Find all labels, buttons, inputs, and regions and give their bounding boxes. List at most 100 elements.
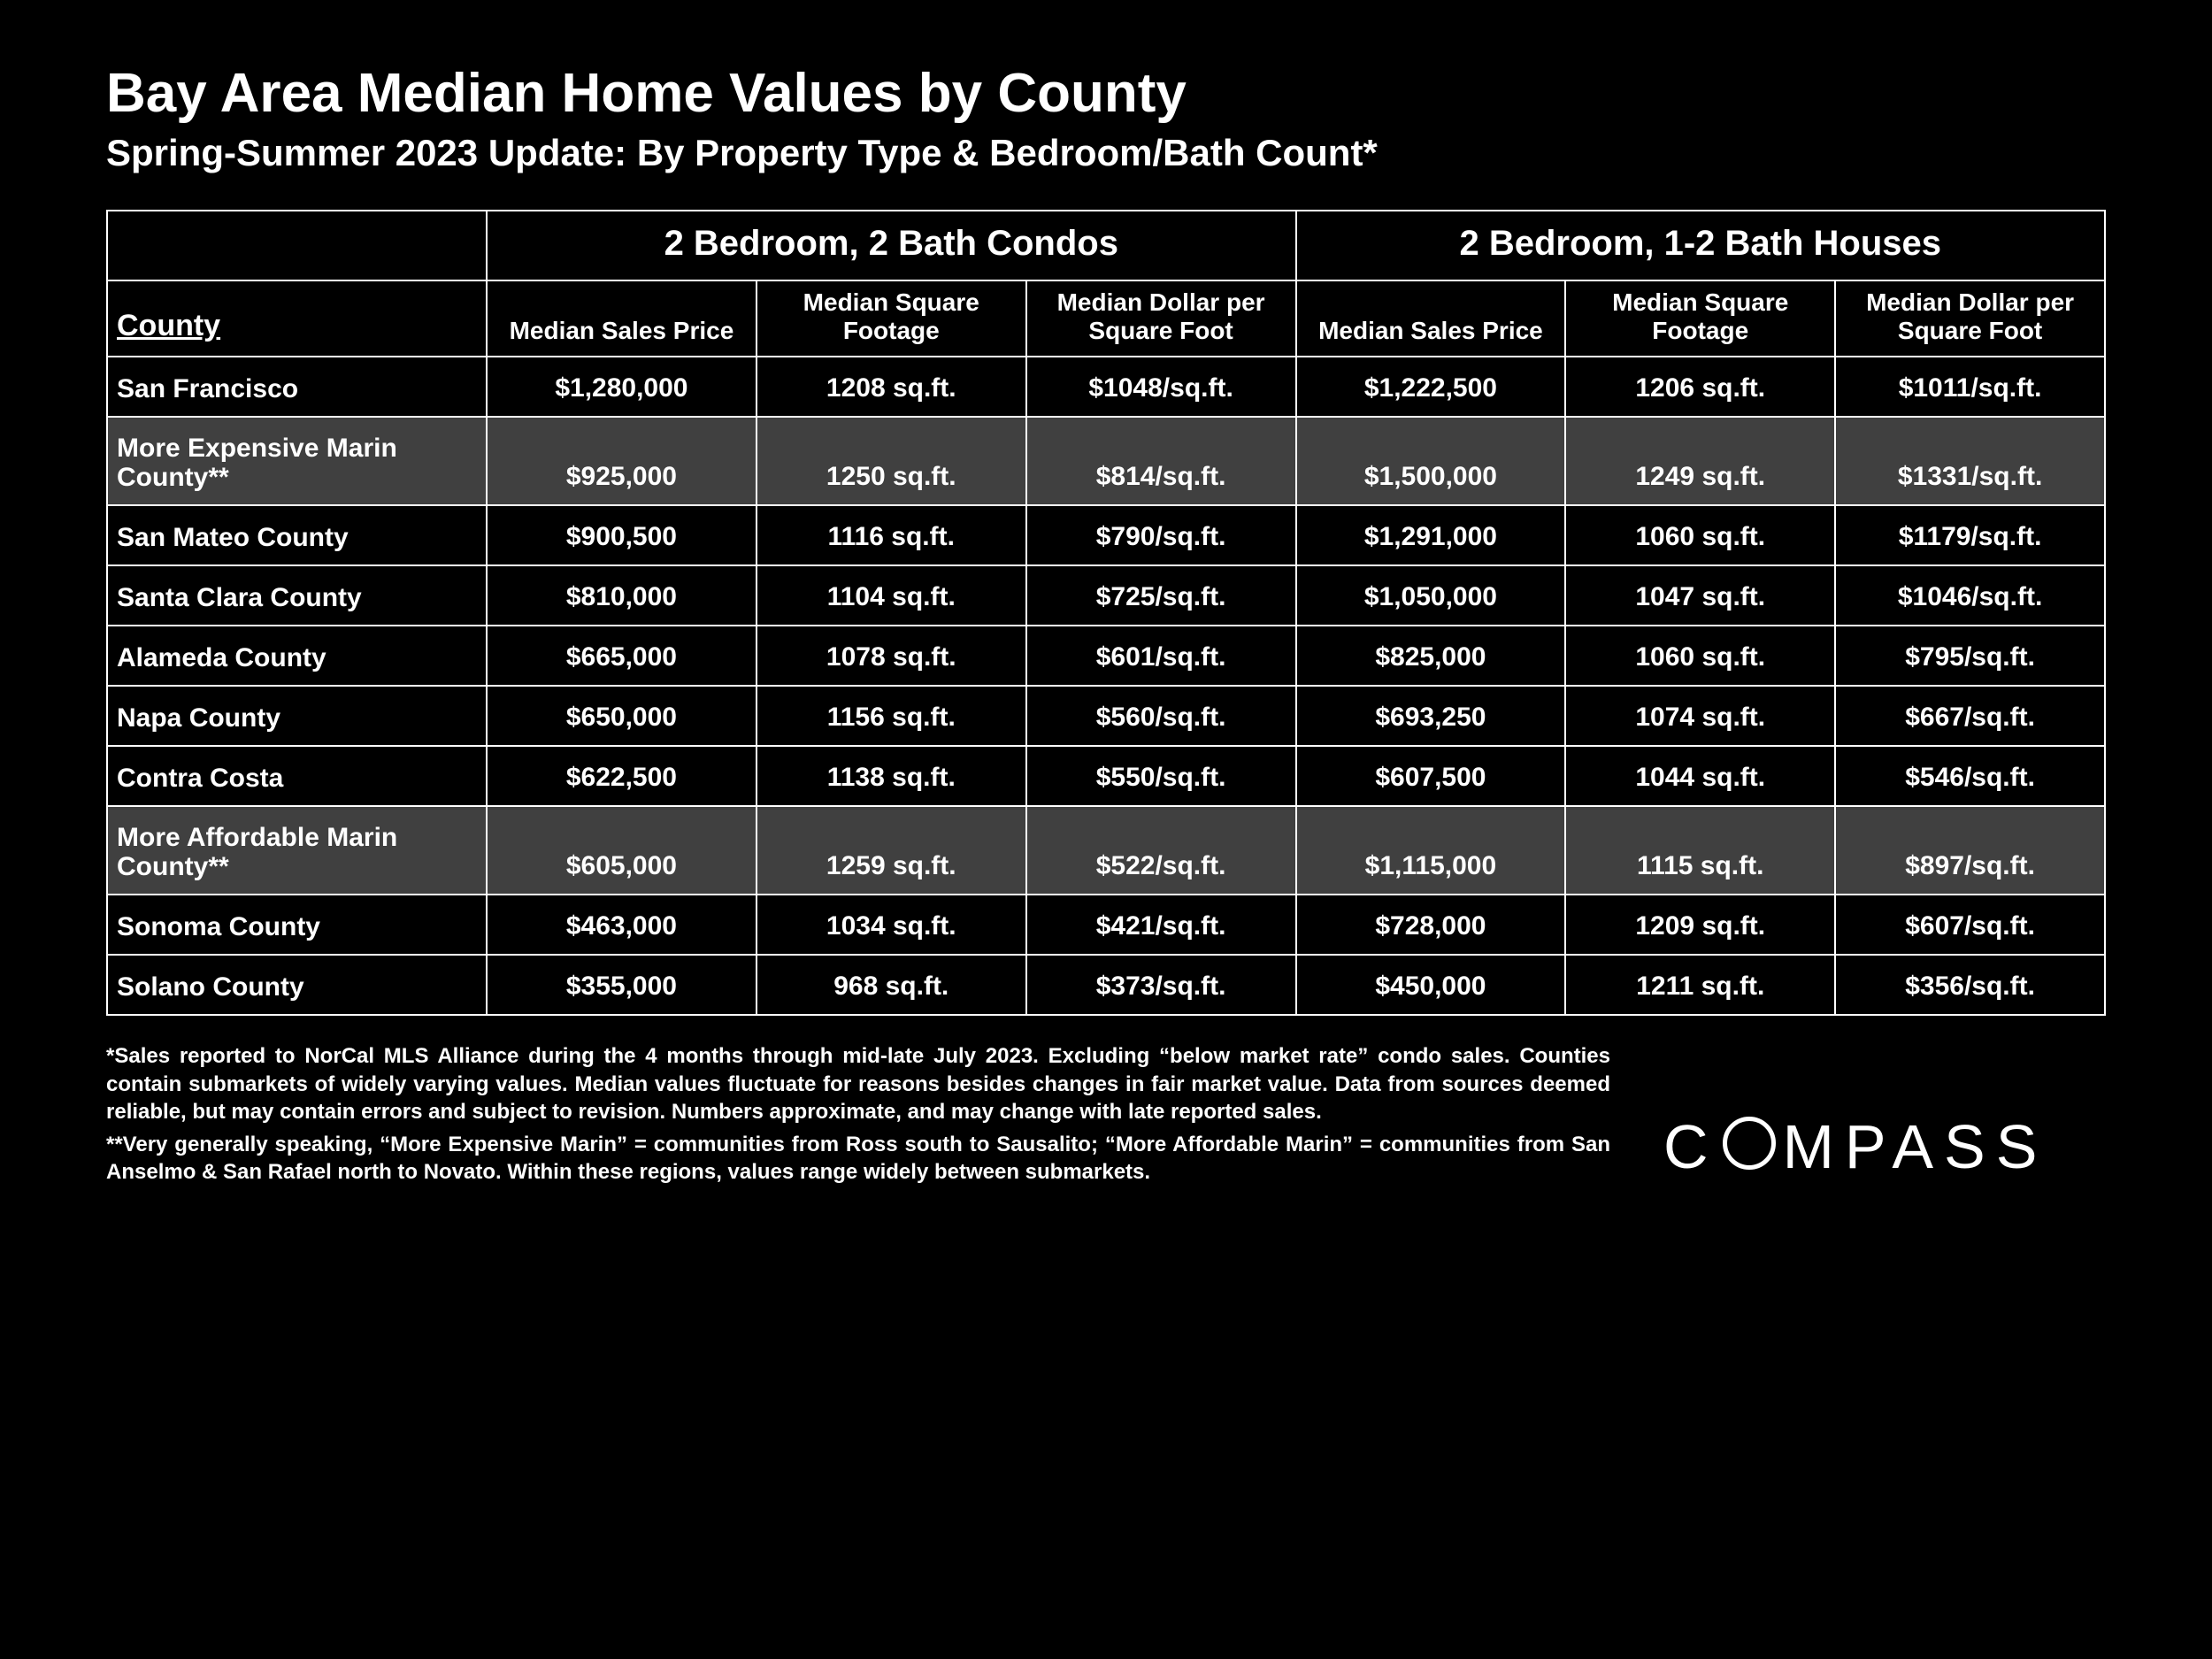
value-cell: $1046/sq.ft. — [1835, 565, 2105, 626]
value-cell: $790/sq.ft. — [1026, 505, 1296, 565]
value-cell: $900,500 — [487, 505, 757, 565]
value-cell: $373/sq.ft. — [1026, 955, 1296, 1015]
value-cell: 1060 sq.ft. — [1565, 505, 1835, 565]
value-cell: $1,222,500 — [1296, 357, 1566, 417]
county-cell: More Expensive Marin County** — [107, 417, 487, 505]
table-row: San Mateo County$900,5001116 sq.ft.$790/… — [107, 505, 2105, 565]
value-cell: $607/sq.ft. — [1835, 895, 2105, 955]
value-cell: $1011/sq.ft. — [1835, 357, 2105, 417]
value-cell: 1074 sq.ft. — [1565, 686, 1835, 746]
table-row: Alameda County$665,0001078 sq.ft.$601/sq… — [107, 626, 2105, 686]
value-cell: $607,500 — [1296, 746, 1566, 806]
page-title: Bay Area Median Home Values by County — [106, 62, 2106, 125]
value-cell: $810,000 — [487, 565, 757, 626]
footnotes: *Sales reported to NorCal MLS Alliance d… — [106, 1042, 1610, 1191]
value-cell: $1,280,000 — [487, 357, 757, 417]
table-row: Napa County$650,0001156 sq.ft.$560/sq.ft… — [107, 686, 2105, 746]
value-cell: 1208 sq.ft. — [757, 357, 1026, 417]
value-cell: $667/sq.ft. — [1835, 686, 2105, 746]
value-cell: $665,000 — [487, 626, 757, 686]
page-subtitle: Spring-Summer 2023 Update: By Property T… — [106, 132, 2106, 174]
county-cell: Contra Costa — [107, 746, 487, 806]
value-cell: $355,000 — [487, 955, 757, 1015]
county-cell: Napa County — [107, 686, 487, 746]
data-table: 2 Bedroom, 2 Bath Condos 2 Bedroom, 1-2 … — [106, 210, 2106, 1016]
value-cell: 1249 sq.ft. — [1565, 417, 1835, 505]
value-cell: 1156 sq.ft. — [757, 686, 1026, 746]
county-column-header: County — [107, 280, 487, 357]
county-cell: Alameda County — [107, 626, 487, 686]
county-cell: Sonoma County — [107, 895, 487, 955]
sub-header: Median Sales Price — [487, 280, 757, 357]
compass-logo: C MPASS — [1663, 1111, 2047, 1191]
value-cell: $1048/sq.ft. — [1026, 357, 1296, 417]
value-cell: $1,050,000 — [1296, 565, 1566, 626]
value-cell: 1116 sq.ft. — [757, 505, 1026, 565]
table-row: More Affordable Marin County**$605,00012… — [107, 806, 2105, 895]
footnote-1: *Sales reported to NorCal MLS Alliance d… — [106, 1042, 1610, 1125]
value-cell: $650,000 — [487, 686, 757, 746]
value-cell: $1179/sq.ft. — [1835, 505, 2105, 565]
table-row: Contra Costa$622,5001138 sq.ft.$550/sq.f… — [107, 746, 2105, 806]
value-cell: $1,500,000 — [1296, 417, 1566, 505]
group-header-houses: 2 Bedroom, 1-2 Bath Houses — [1296, 211, 2106, 280]
value-cell: 1104 sq.ft. — [757, 565, 1026, 626]
county-cell: Solano County — [107, 955, 487, 1015]
value-cell: 1047 sq.ft. — [1565, 565, 1835, 626]
sub-header: Median Square Footage — [757, 280, 1026, 357]
value-cell: $550/sq.ft. — [1026, 746, 1296, 806]
value-cell: 1211 sq.ft. — [1565, 955, 1835, 1015]
sub-header: Median Square Footage — [1565, 280, 1835, 357]
table-row: Solano County$355,000968 sq.ft.$373/sq.f… — [107, 955, 2105, 1015]
table-row: More Expensive Marin County**$925,000125… — [107, 417, 2105, 505]
value-cell: 1115 sq.ft. — [1565, 806, 1835, 895]
value-cell: $897/sq.ft. — [1835, 806, 2105, 895]
value-cell: 968 sq.ft. — [757, 955, 1026, 1015]
value-cell: 1060 sq.ft. — [1565, 626, 1835, 686]
county-cell: Santa Clara County — [107, 565, 487, 626]
value-cell: $356/sq.ft. — [1835, 955, 2105, 1015]
county-cell: San Mateo County — [107, 505, 487, 565]
value-cell: $546/sq.ft. — [1835, 746, 2105, 806]
value-cell: $522/sq.ft. — [1026, 806, 1296, 895]
footer: *Sales reported to NorCal MLS Alliance d… — [106, 1042, 2106, 1191]
county-cell: San Francisco — [107, 357, 487, 417]
value-cell: $1,291,000 — [1296, 505, 1566, 565]
value-cell: $814/sq.ft. — [1026, 417, 1296, 505]
value-cell: $605,000 — [487, 806, 757, 895]
value-cell: $795/sq.ft. — [1835, 626, 2105, 686]
table-row: Santa Clara County$810,0001104 sq.ft.$72… — [107, 565, 2105, 626]
group-header-condos: 2 Bedroom, 2 Bath Condos — [487, 211, 1295, 280]
value-cell: $601/sq.ft. — [1026, 626, 1296, 686]
table-row: Sonoma County$463,0001034 sq.ft.$421/sq.… — [107, 895, 2105, 955]
value-cell: 1259 sq.ft. — [757, 806, 1026, 895]
logo-rest: MPASS — [1783, 1111, 2048, 1182]
value-cell: 1034 sq.ft. — [757, 895, 1026, 955]
value-cell: $925,000 — [487, 417, 757, 505]
value-cell: 1206 sq.ft. — [1565, 357, 1835, 417]
value-cell: 1209 sq.ft. — [1565, 895, 1835, 955]
value-cell: $421/sq.ft. — [1026, 895, 1296, 955]
county-cell: More Affordable Marin County** — [107, 806, 487, 895]
value-cell: $1,115,000 — [1296, 806, 1566, 895]
value-cell: $728,000 — [1296, 895, 1566, 955]
value-cell: $1331/sq.ft. — [1835, 417, 2105, 505]
sub-header: Median Dollar per Square Foot — [1026, 280, 1296, 357]
value-cell: $693,250 — [1296, 686, 1566, 746]
sub-header: Median Sales Price — [1296, 280, 1566, 357]
value-cell: $825,000 — [1296, 626, 1566, 686]
value-cell: $560/sq.ft. — [1026, 686, 1296, 746]
value-cell: $450,000 — [1296, 955, 1566, 1015]
value-cell: 1044 sq.ft. — [1565, 746, 1835, 806]
sub-header: Median Dollar per Square Foot — [1835, 280, 2105, 357]
value-cell: 1250 sq.ft. — [757, 417, 1026, 505]
value-cell: $622,500 — [487, 746, 757, 806]
table-row: San Francisco$1,280,0001208 sq.ft.$1048/… — [107, 357, 2105, 417]
value-cell: $725/sq.ft. — [1026, 565, 1296, 626]
value-cell: 1078 sq.ft. — [757, 626, 1026, 686]
logo-circle-icon — [1723, 1117, 1776, 1170]
value-cell: 1138 sq.ft. — [757, 746, 1026, 806]
logo-letter-c: C — [1663, 1111, 1719, 1182]
blank-header — [107, 211, 487, 280]
value-cell: $463,000 — [487, 895, 757, 955]
